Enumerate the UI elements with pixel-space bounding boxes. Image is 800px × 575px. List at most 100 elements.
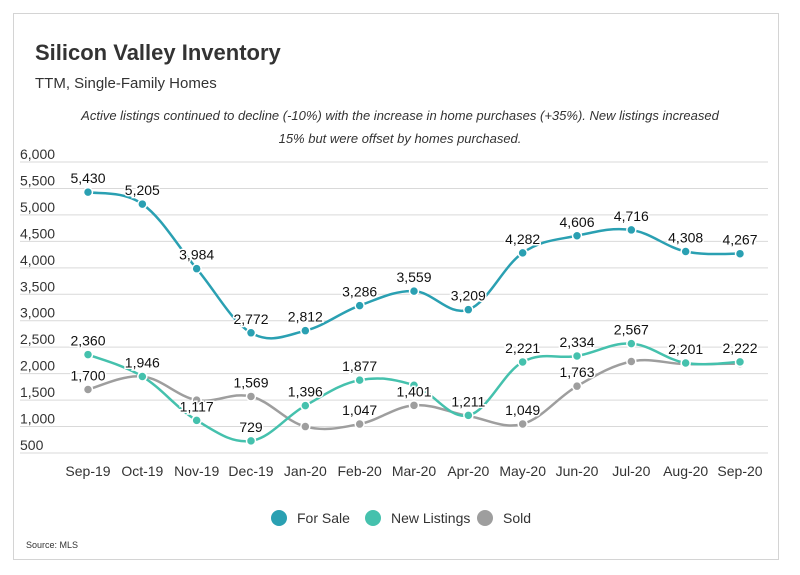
for-sale-point [463, 304, 474, 315]
for-sale-point [571, 230, 583, 242]
sold-data-label: 1,047 [342, 402, 377, 418]
for-sale-point [354, 300, 365, 311]
y-tick-label: 1,000 [20, 411, 55, 427]
chart-note: Active listings continued to decline (-1… [81, 108, 719, 146]
for-sale-data-label: 3,984 [179, 247, 214, 263]
sold-point [517, 418, 528, 430]
for-sale-data-label: 4,606 [559, 214, 594, 230]
y-tick-label: 5,000 [20, 199, 55, 215]
new-listings-point [734, 356, 746, 368]
sold-point [245, 391, 257, 402]
x-tick-label: Jun-20 [556, 463, 599, 479]
new-listings-point [354, 374, 365, 386]
chart-title: Silicon Valley Inventory [35, 40, 281, 65]
sold-point [82, 384, 94, 395]
x-tick-label: Aug-20 [663, 463, 708, 479]
for-sale-data-label: 2,812 [288, 309, 323, 325]
sold-data-label: 1,569 [233, 374, 268, 390]
new-listings-point [300, 400, 311, 411]
new-listings-data-label: 2,201 [668, 341, 703, 357]
x-tick-label: Jan-20 [284, 463, 327, 479]
for-sale-data-label: 4,716 [614, 208, 649, 224]
new-listings-point [463, 410, 474, 421]
sold-point [354, 418, 365, 430]
new-listings-point [191, 415, 202, 426]
y-tick-label: 3,500 [20, 278, 55, 294]
new-listings-point [571, 350, 583, 362]
for-sale-point [300, 325, 311, 336]
x-tick-label: Jul-20 [612, 463, 650, 479]
sold-point [300, 421, 311, 432]
new-listings-point [82, 349, 94, 360]
for-sale-point [408, 285, 420, 297]
y-tick-label: 500 [20, 437, 44, 453]
y-tick-label: 2,500 [20, 331, 55, 347]
for-sale-data-label: 4,267 [722, 232, 757, 248]
for-sale-data-label: 3,209 [451, 288, 486, 304]
new-listings-data-label: 1,877 [342, 358, 377, 374]
sold-point [626, 356, 637, 367]
x-tick-label: Sep-20 [717, 463, 762, 479]
for-sale-data-label: 3,559 [396, 269, 431, 285]
new-listings-point [137, 371, 148, 382]
new-listings-data-label: 1,946 [125, 354, 160, 370]
for-sale-data-label: 4,308 [668, 230, 703, 246]
new-listings-data-label: 1,211 [451, 393, 485, 409]
new-listings-point [408, 380, 420, 391]
y-tick-label: 4,500 [20, 225, 55, 241]
legend-label-new-listings: New Listings [391, 510, 470, 526]
sold-point [408, 400, 420, 411]
sold-data-label: 1,763 [559, 364, 594, 380]
for-sale-data-label: 5,430 [70, 170, 105, 186]
new-listings-point [626, 338, 637, 349]
y-tick-label: 6,000 [20, 146, 55, 162]
for-sale-point [137, 198, 148, 210]
y-tick-label: 2,000 [20, 358, 55, 374]
for-sale-data-label: 3,286 [342, 284, 377, 300]
for-sale-point [82, 186, 94, 198]
x-tick-label: Oct-19 [121, 463, 163, 479]
new-listings-data-label: 1,396 [288, 384, 323, 400]
y-tick-label: 3,000 [20, 305, 55, 321]
sold-point [191, 394, 202, 406]
new-listings-data-label: 2,221 [505, 340, 540, 356]
chart-frame [13, 13, 779, 560]
legend-swatch-sold [477, 510, 493, 526]
new-listings-data-label: 1,117 [180, 398, 214, 414]
x-tick-label: Sep-19 [65, 463, 110, 479]
for-sale-data-label: 5,205 [125, 182, 160, 198]
x-tick-label: Nov-19 [174, 463, 219, 479]
new-listings-point [680, 357, 691, 369]
y-tick-label: 1,500 [20, 384, 55, 400]
for-sale-point [734, 248, 746, 259]
new-listings-data-label: 2,222 [722, 340, 757, 356]
x-tick-label: Feb-20 [337, 463, 382, 479]
for-sale-data-label: 2,772 [233, 311, 268, 327]
y-tick-label: 5,500 [20, 172, 55, 188]
legend-swatch-for-sale [271, 510, 287, 526]
sold-data-label: 1,401 [396, 383, 431, 399]
for-sale-point [517, 247, 528, 259]
y-tick-label: 4,000 [20, 252, 55, 268]
sold-point [571, 380, 583, 392]
new-listings-data-label: 729 [239, 419, 263, 435]
for-sale-data-label: 4,282 [505, 231, 540, 247]
chart-subtitle: TTM, Single-Family Homes [35, 75, 217, 92]
source-note: Source: MLS [26, 540, 79, 550]
sold-data-label: 1,049 [505, 402, 540, 418]
for-sale-point [245, 327, 257, 339]
new-listings-data-label: 2,360 [70, 333, 105, 349]
for-sale-point [680, 246, 691, 257]
for-sale-point [626, 224, 637, 236]
x-tick-label: Dec-19 [228, 463, 273, 479]
legend-label-for-sale: For Sale [297, 510, 350, 526]
x-tick-label: Mar-20 [392, 463, 437, 479]
for-sale-point [191, 263, 202, 274]
new-listings-data-label: 2,567 [614, 322, 649, 338]
x-tick-label: Apr-20 [447, 463, 489, 479]
legend-swatch-new-listings [365, 510, 381, 526]
new-listings-point [245, 435, 257, 447]
sold-data-label: 1,700 [70, 368, 105, 384]
x-tick-label: May-20 [499, 463, 546, 479]
